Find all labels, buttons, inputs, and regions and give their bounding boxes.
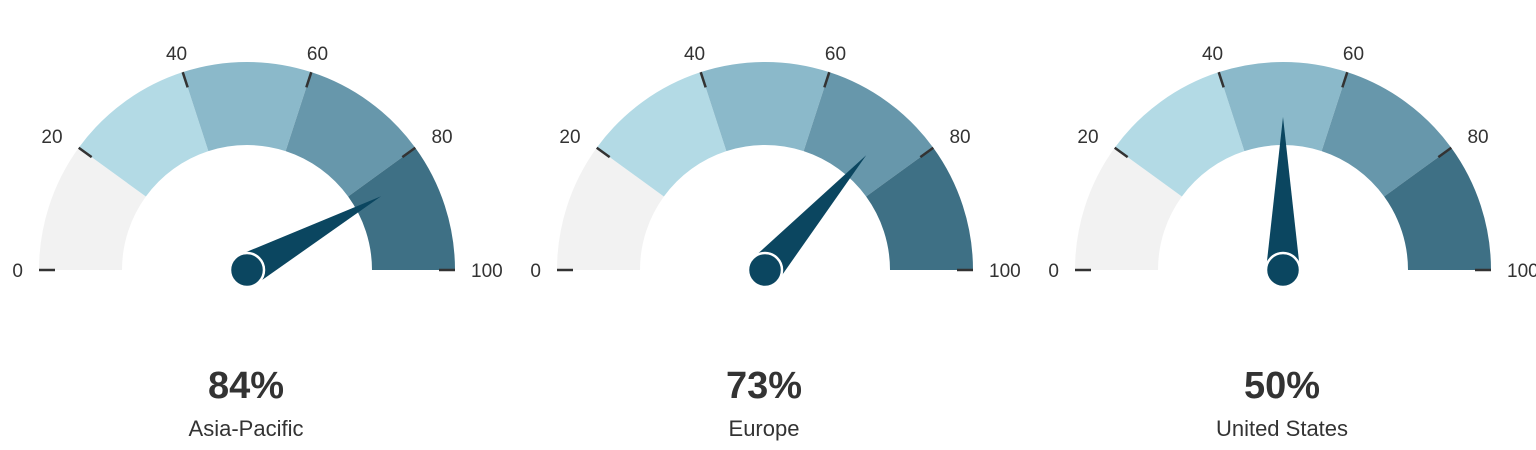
gauge-band-asia-pacific xyxy=(348,147,455,270)
gauge-needle-united-states xyxy=(1266,117,1300,270)
gauge-tick-label-united-states: 20 xyxy=(1077,127,1098,148)
gauge-hub-united-states xyxy=(1264,251,1302,289)
gauge-band-europe xyxy=(866,147,973,270)
gauge-tick-label-united-states: 100 xyxy=(1507,261,1536,282)
gauge-tick-united-states xyxy=(1113,146,1129,159)
gauge-value-asia-pacific: 84% xyxy=(207,365,285,407)
gauge-tick-europe xyxy=(699,71,707,88)
gauge-label-europe: Europe xyxy=(728,416,800,441)
gauge-value-united-states: 50% xyxy=(1243,365,1321,407)
gauge-tick-label-europe: 80 xyxy=(949,127,970,148)
gauge-tick-label-asia-pacific: 20 xyxy=(41,127,62,148)
gauge-tick-asia-pacific xyxy=(401,146,417,159)
gauge-band-united-states xyxy=(1384,147,1491,270)
gauge-tick-asia-pacific xyxy=(181,71,189,88)
gauge-label-united-states: United States xyxy=(1215,416,1349,441)
gauge-hub-europe xyxy=(746,251,784,289)
gauge-tick-label-europe: 40 xyxy=(684,44,705,65)
gauge-tick-label-europe: 60 xyxy=(825,44,846,65)
gauge-hub-asia-pacific xyxy=(228,251,266,289)
gauge-band-europe xyxy=(700,62,830,152)
gauge-value-europe: 73% xyxy=(725,365,803,407)
gauge-band-europe xyxy=(557,147,664,270)
gauge-tick-label-europe: 100 xyxy=(989,261,1021,282)
gauge-band-europe xyxy=(596,72,727,197)
gauge-band-united-states xyxy=(1321,72,1452,197)
gauge-tick-asia-pacific xyxy=(305,71,313,88)
gauge-tick-europe xyxy=(595,146,611,159)
gauge-tick-label-asia-pacific: 40 xyxy=(166,44,187,65)
gauge-band-asia-pacific xyxy=(39,147,146,270)
gauge-band-asia-pacific xyxy=(78,72,209,197)
gauge-tick-label-united-states: 80 xyxy=(1467,127,1488,148)
gauge-needle-asia-pacific xyxy=(238,196,382,285)
gauge-tick-label-asia-pacific: 80 xyxy=(431,127,452,148)
gauge-band-united-states xyxy=(1218,62,1348,152)
gauge-band-asia-pacific xyxy=(182,62,312,152)
gauge-tick-label-united-states: 40 xyxy=(1202,44,1223,65)
gauge-tick-label-europe: 0 xyxy=(530,261,541,282)
gauge-tick-europe xyxy=(823,71,831,88)
gauge-tick-label-united-states: 0 xyxy=(1048,261,1059,282)
gauge-tick-united-states xyxy=(1341,71,1349,88)
gauge-tick-label-asia-pacific: 0 xyxy=(12,261,23,282)
gauge-tick-label-asia-pacific: 100 xyxy=(471,261,503,282)
gauge-tick-united-states xyxy=(1437,146,1453,159)
gauge-tick-label-united-states: 60 xyxy=(1343,44,1364,65)
gauge-tick-asia-pacific xyxy=(77,146,93,159)
gauge-tick-europe xyxy=(919,146,935,159)
gauge-band-asia-pacific xyxy=(285,72,416,197)
gauge-band-united-states xyxy=(1075,147,1182,270)
gauge-tick-label-europe: 20 xyxy=(559,127,580,148)
gauge-tick-united-states xyxy=(1217,71,1225,88)
gauge-label-asia-pacific: Asia-Pacific xyxy=(188,416,304,441)
gauge-band-united-states xyxy=(1114,72,1245,197)
gauge-tick-label-asia-pacific: 60 xyxy=(307,44,328,65)
gauge-needle-europe xyxy=(752,155,867,282)
gauge-band-europe xyxy=(803,72,934,197)
